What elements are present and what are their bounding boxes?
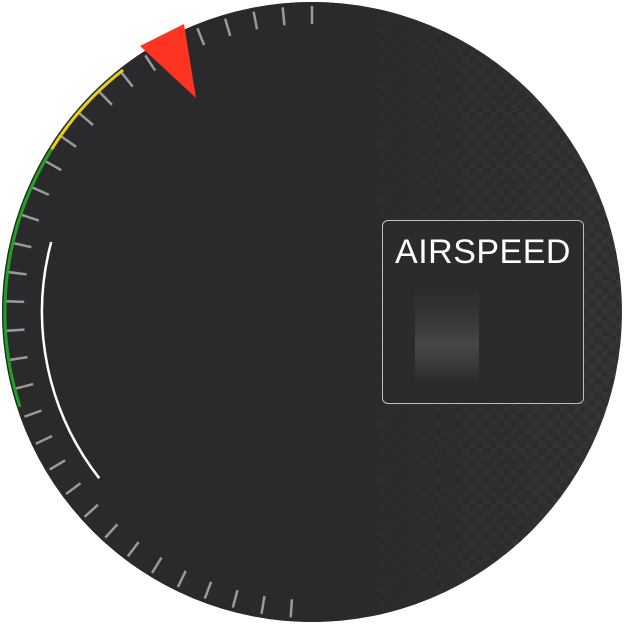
tick-mark (260, 595, 266, 615)
tick-mark (223, 18, 232, 37)
speed-bug-icon[interactable] (140, 24, 196, 98)
tick-mark (6, 300, 25, 304)
tick-mark (45, 160, 62, 172)
tick-mark (31, 186, 50, 197)
tick-mark (281, 7, 286, 26)
tick-mark (203, 581, 213, 600)
tick-mark (176, 570, 187, 588)
white-arc (40, 241, 101, 479)
tick-mark (98, 91, 113, 106)
green-arc (3, 148, 53, 408)
tick-mark (9, 355, 28, 362)
tick-mark (13, 241, 32, 249)
tick-mark (65, 482, 82, 496)
tick-mark (21, 213, 40, 222)
tick-mark (24, 409, 42, 418)
tick-mark (126, 541, 140, 558)
yellow-arc (50, 68, 124, 151)
tick-mark (83, 503, 99, 518)
tick-mark (289, 599, 294, 618)
tick-mark (6, 328, 25, 332)
tick-mark (104, 523, 119, 539)
tick-mark (120, 71, 134, 88)
tick-mark (231, 589, 239, 608)
airspeed-readout-window: AIRSPEED (382, 220, 584, 404)
tick-mark (8, 270, 27, 276)
tick-mark (196, 27, 206, 46)
tick-mark (144, 54, 157, 72)
tick-mark (15, 382, 34, 390)
tick-mark (151, 556, 163, 574)
tick-mark (60, 135, 77, 148)
airspeed-drum (415, 287, 479, 383)
tick-mark (49, 459, 66, 471)
tick-mark (78, 112, 94, 126)
tick-mark (35, 434, 53, 445)
tick-mark (252, 11, 259, 30)
airspeed-label: AIRSPEED (395, 233, 571, 271)
